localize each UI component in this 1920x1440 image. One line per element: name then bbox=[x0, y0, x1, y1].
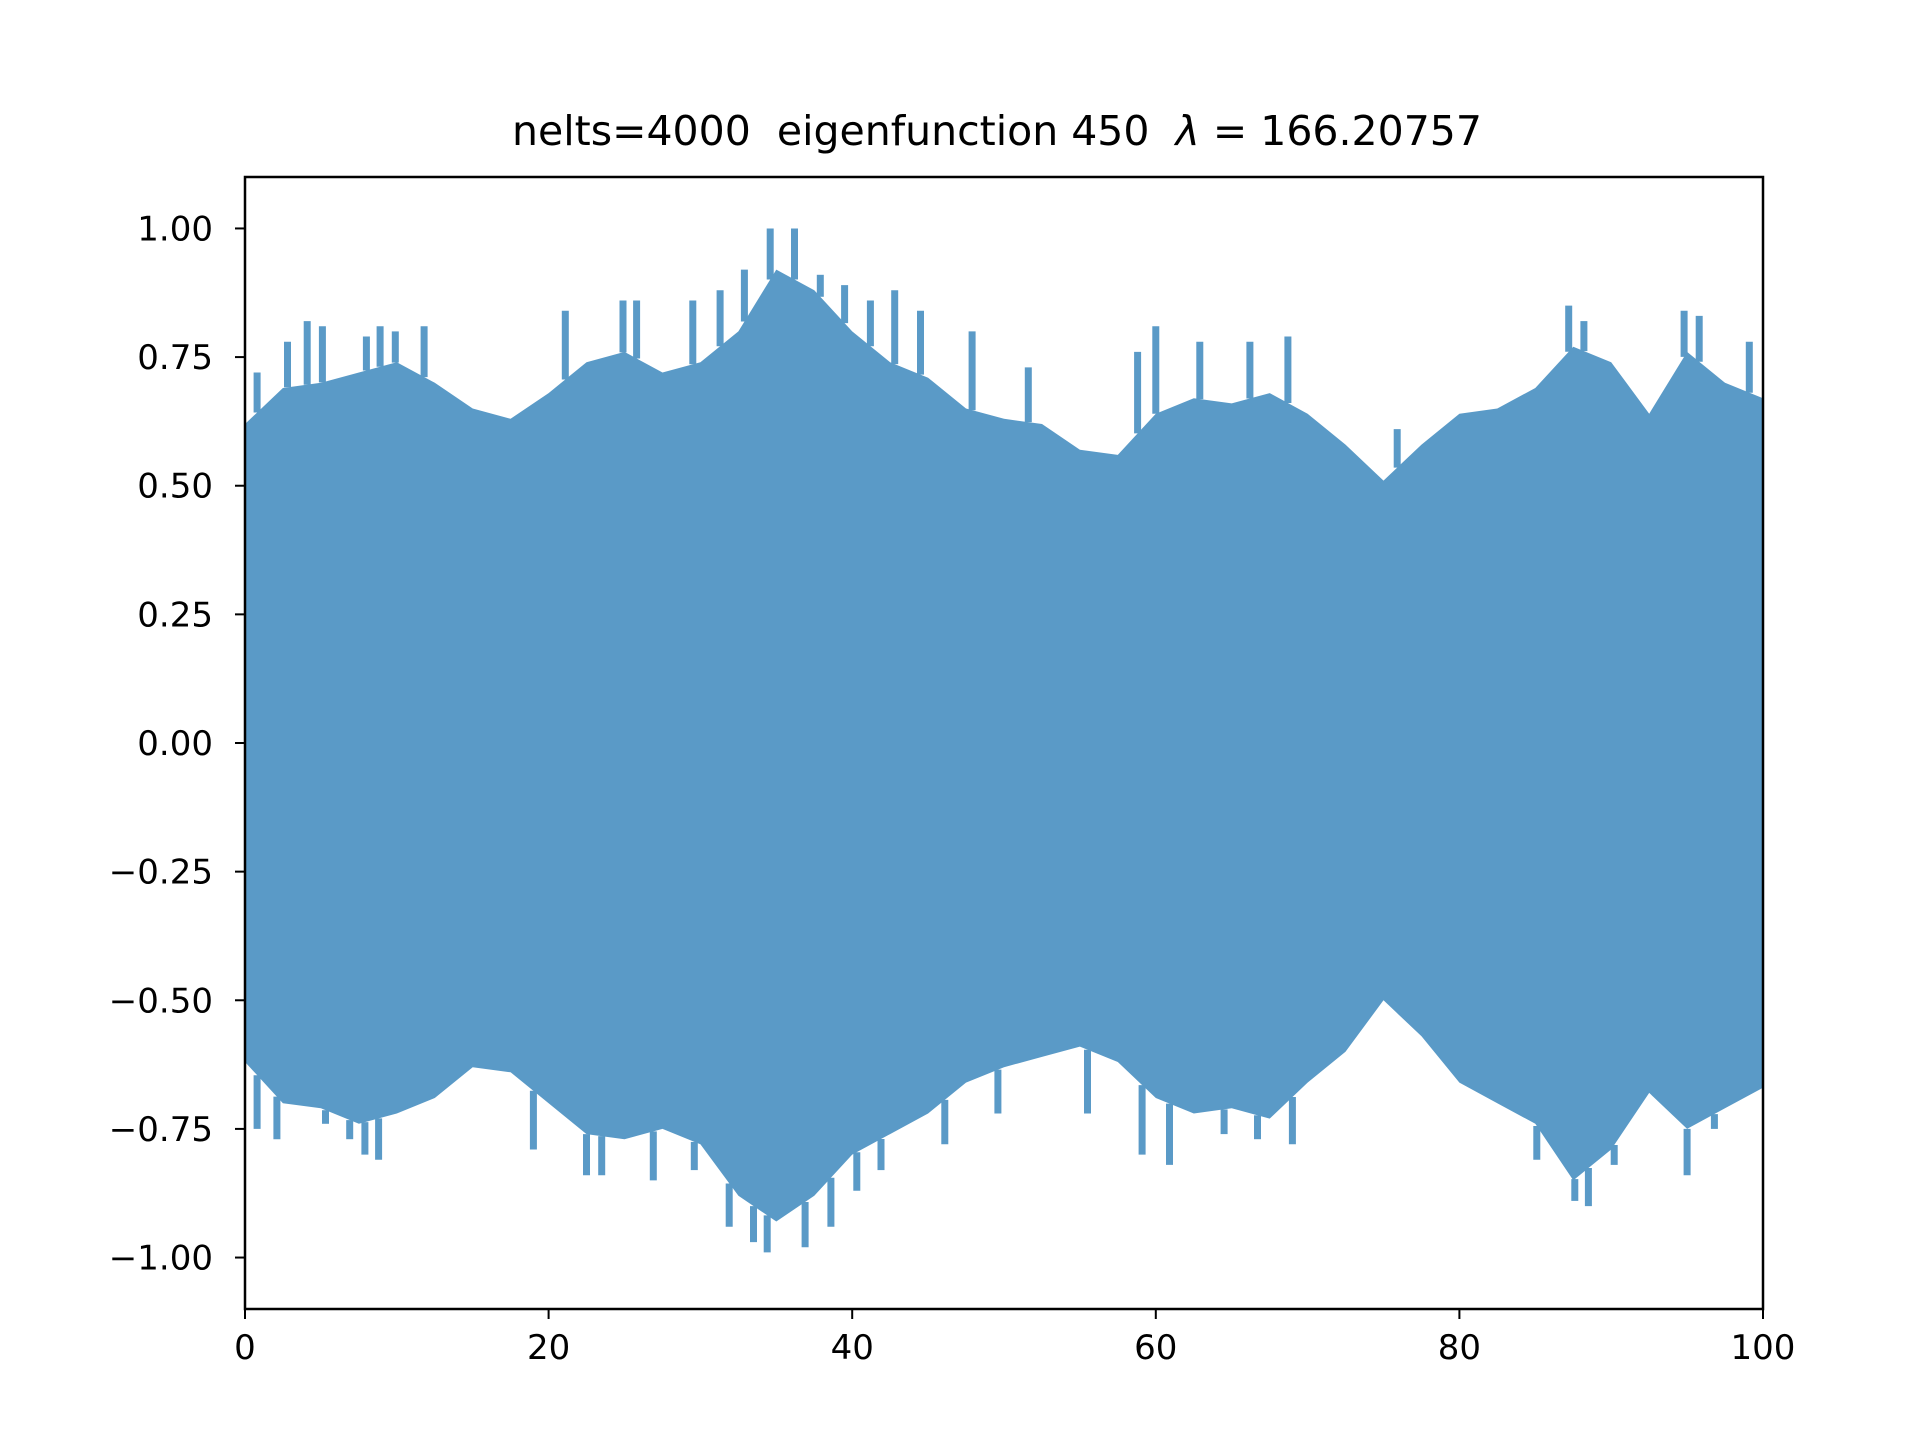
y-tick-label: −1.00 bbox=[109, 1239, 213, 1279]
chart-title: nelts=4000 eigenfunction 450 λ = 166.207… bbox=[512, 107, 1482, 155]
chart-title-prefix: nelts=4000 eigenfunction 450 bbox=[512, 107, 1176, 155]
y-tick-label: 0.25 bbox=[137, 595, 213, 635]
series-signal bbox=[245, 269, 1763, 1222]
x-tick-label: 100 bbox=[1731, 1328, 1796, 1368]
series-spikes bbox=[253, 228, 1753, 1253]
y-tick-label: 1.00 bbox=[137, 209, 213, 249]
y-tick-label: 0.00 bbox=[137, 724, 213, 764]
x-tick-label: 60 bbox=[1134, 1328, 1177, 1368]
y-tick-label: −0.25 bbox=[109, 853, 213, 893]
y-tick-label: 0.75 bbox=[137, 338, 213, 378]
y-tick-label: −0.75 bbox=[109, 1110, 213, 1150]
x-tick-label: 0 bbox=[234, 1328, 256, 1368]
x-tick-label: 80 bbox=[1438, 1328, 1481, 1368]
chart-title-equals: = bbox=[1200, 107, 1260, 155]
plot-area bbox=[245, 228, 1763, 1253]
chart-title-symbol: λ bbox=[1174, 107, 1200, 155]
y-tick-label: 0.50 bbox=[137, 467, 213, 507]
x-axis: 0 20 40 60 80 100 bbox=[234, 1309, 1795, 1368]
y-axis: −1.00 −0.75 −0.50 −0.25 0.00 0.25 0.50 0.75 1.00 bbox=[109, 209, 245, 1279]
x-tick-label: 20 bbox=[527, 1328, 570, 1368]
y-tick-label: −0.50 bbox=[109, 981, 213, 1021]
chart-title-value: 166.20757 bbox=[1260, 107, 1482, 155]
axes-frame bbox=[243, 175, 1765, 1311]
x-tick-label: 40 bbox=[831, 1328, 874, 1368]
